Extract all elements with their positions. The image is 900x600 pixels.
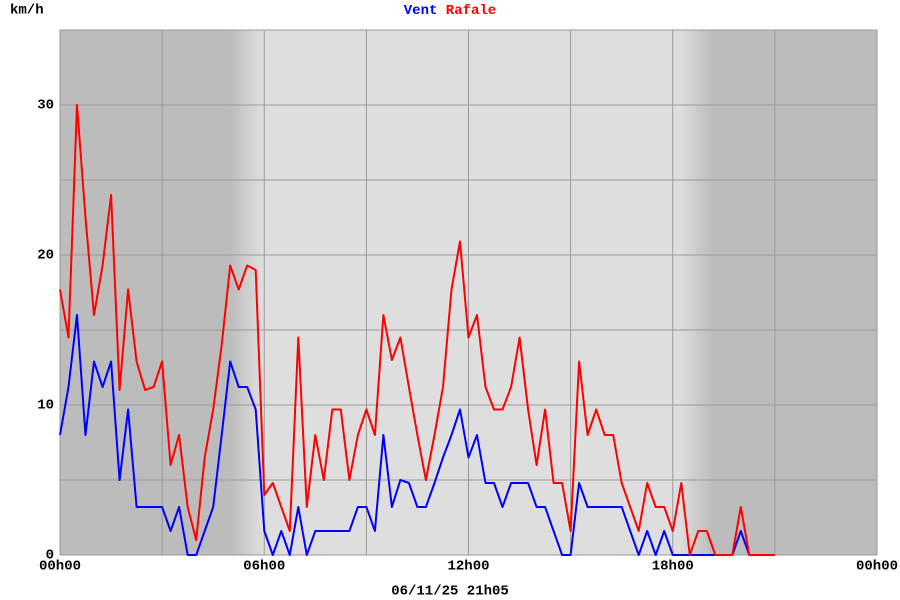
series-line [59, 104, 775, 556]
legend-entry: Rafale [446, 3, 496, 19]
x-tick-label: 00h00 [39, 559, 81, 575]
legend: Vent Rafale [404, 3, 496, 19]
timestamp: 06/11/25 21h05 [391, 584, 509, 600]
x-tick-label: 06h00 [243, 559, 285, 575]
dusk-area [680, 30, 712, 555]
x-tick-label: 12h00 [447, 559, 489, 575]
y-axis-label: km/h [10, 3, 44, 19]
y-tick-label: 0 [46, 548, 54, 564]
x-tick-label: 00h00 [856, 559, 898, 575]
x-tick-label: 18h00 [652, 559, 694, 575]
y-tick-label: 10 [37, 398, 54, 414]
legend-entry: Vent [404, 3, 438, 19]
series-line [59, 314, 775, 556]
y-tick-label: 30 [37, 98, 54, 114]
y-tick-label: 20 [37, 248, 54, 264]
day-area [262, 30, 680, 555]
